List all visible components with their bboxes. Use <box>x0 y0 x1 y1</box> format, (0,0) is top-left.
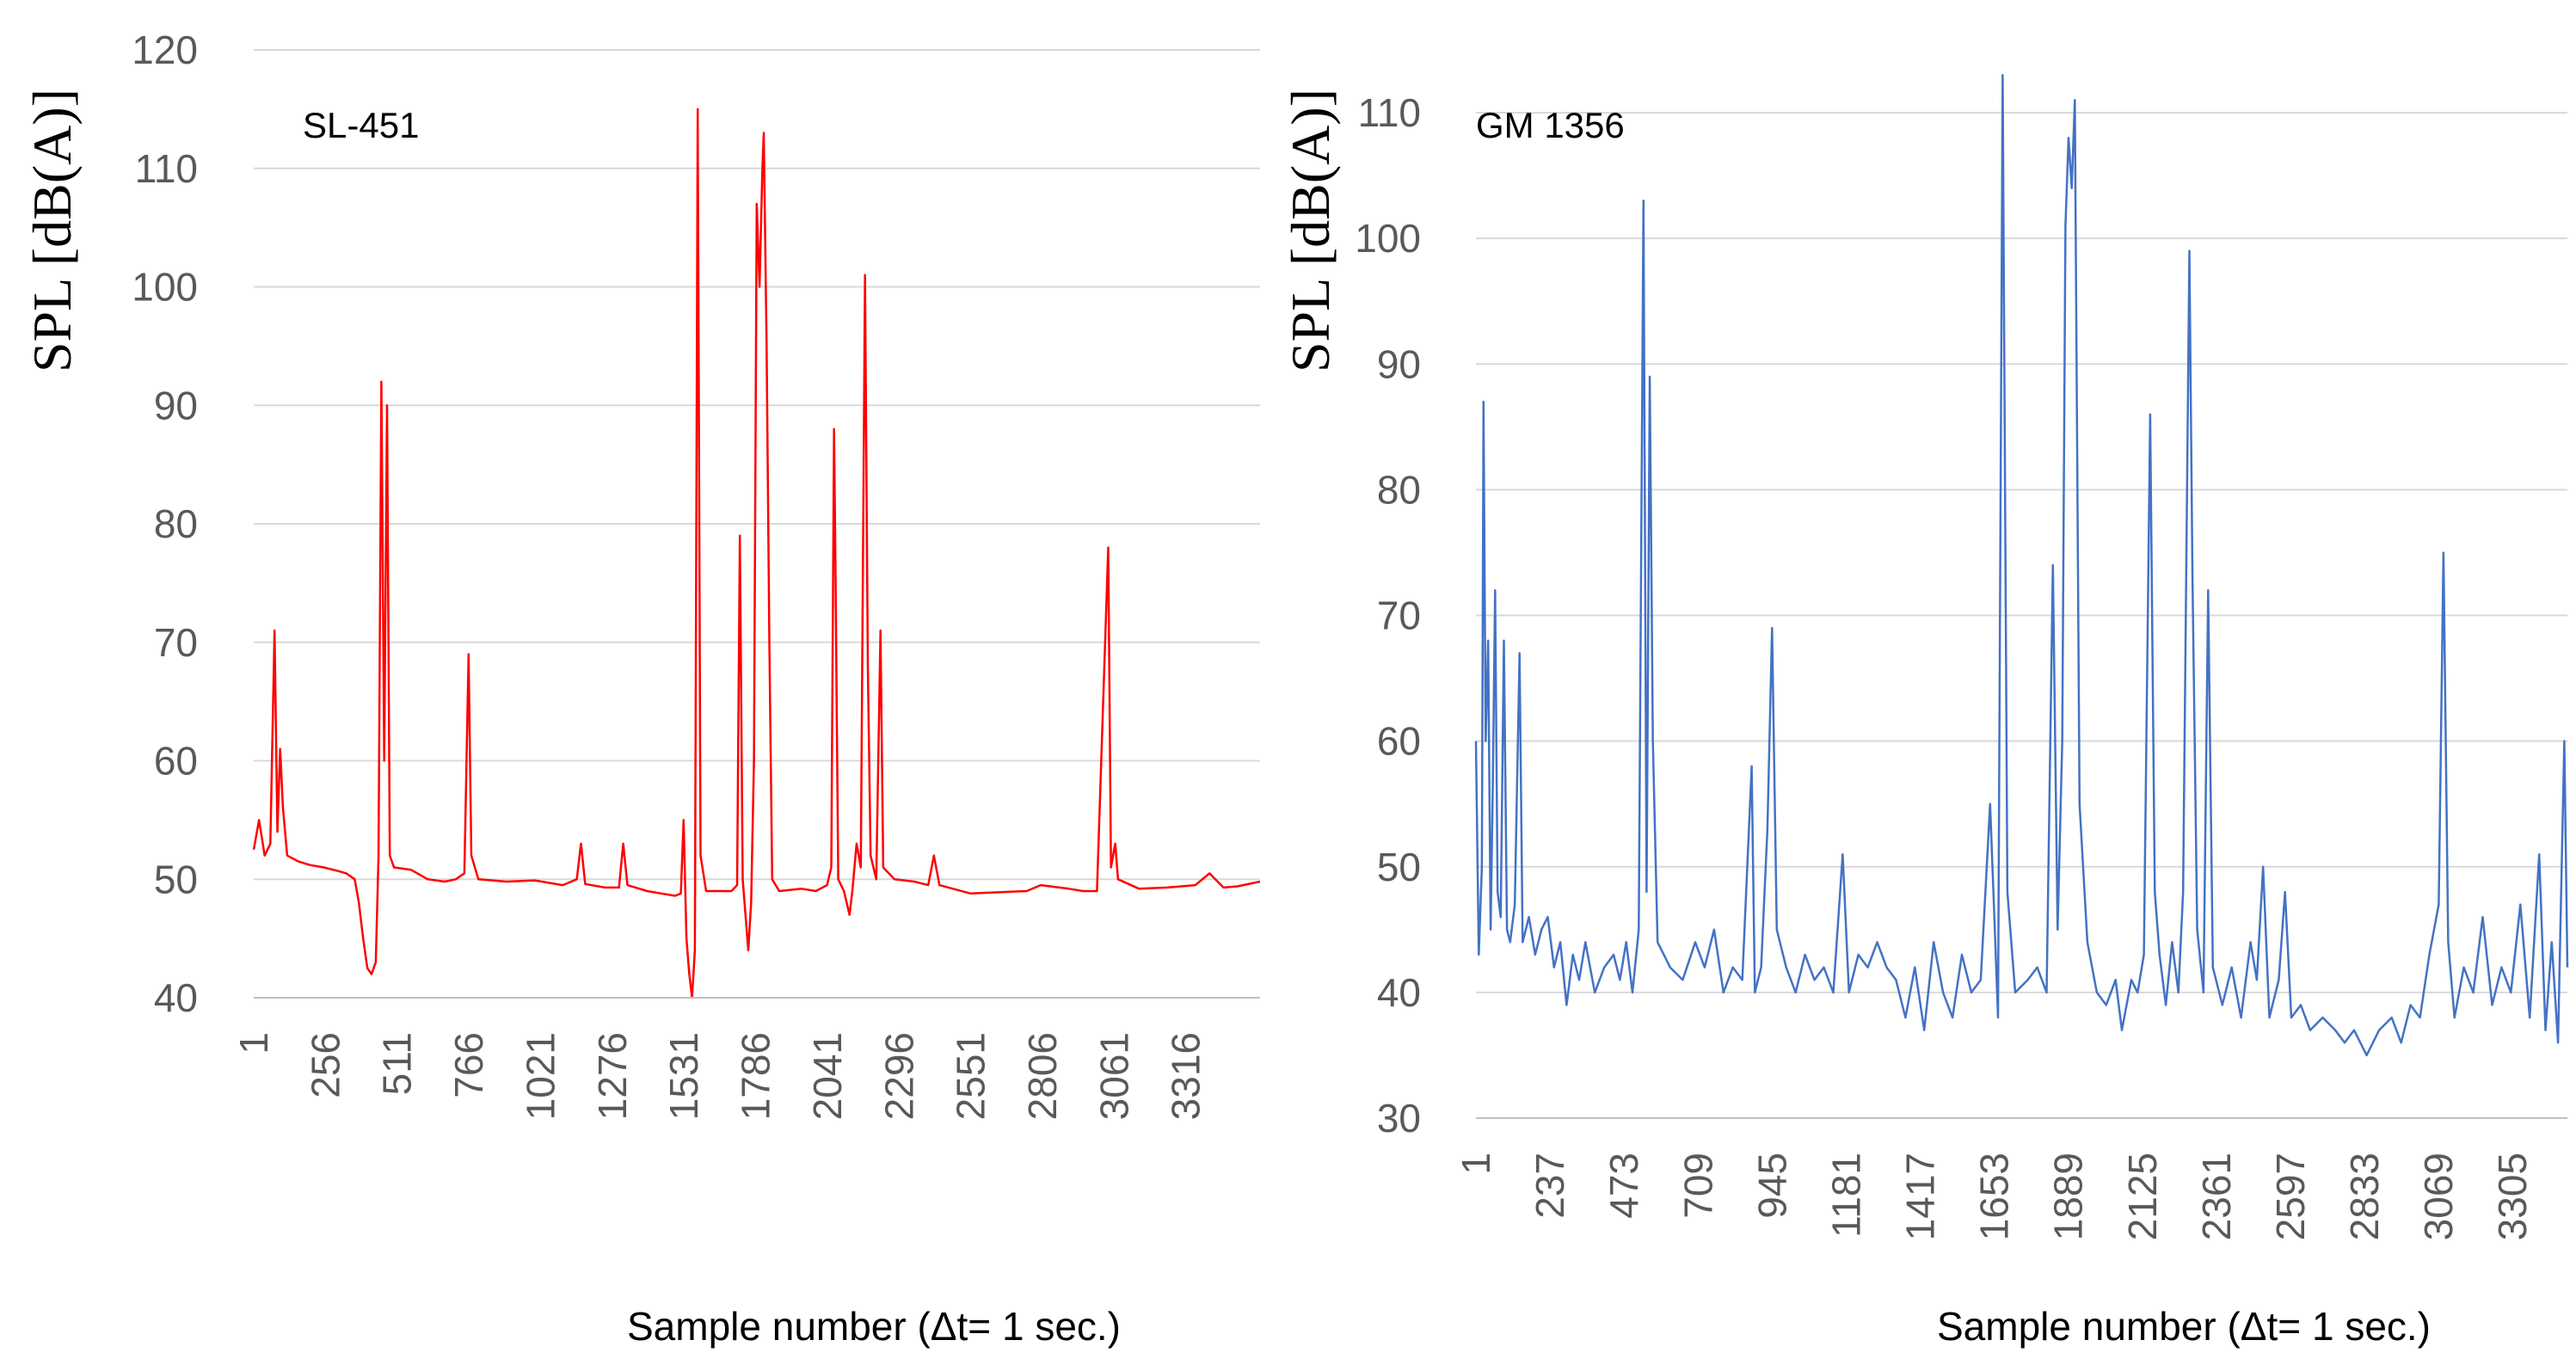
y-tick-label: 80 <box>1377 467 1421 512</box>
gridlines <box>1476 112 2567 993</box>
x-tick-labels: 1 237 473 709 945 1181 1417 1653 1889 2125 2361 259… <box>1454 1153 2535 1240</box>
y-axis-label: SPL [dB(A)] <box>1280 89 1341 372</box>
y-tick-labels: 40 50 60 70 80 90 100 110 120 <box>132 28 198 1020</box>
y-tick-label: 110 <box>135 146 198 191</box>
y-tick-label: 50 <box>154 857 198 901</box>
y-tick-label: 100 <box>132 265 198 310</box>
x-tick-label: 1653 <box>1972 1153 2017 1240</box>
y-tick-label: 80 <box>154 501 198 546</box>
y-tick-label: 50 <box>1377 845 1421 889</box>
x-tick-label: 1276 <box>590 1032 635 1120</box>
series-line-gm1356 <box>1474 73 2569 1057</box>
y-tick-label: 30 <box>1377 1096 1421 1140</box>
y-tick-label: 40 <box>1377 970 1421 1015</box>
x-tick-label: 2597 <box>2268 1153 2313 1240</box>
series-line-sl451 <box>252 108 1261 999</box>
x-tick-label: 2551 <box>949 1032 993 1120</box>
x-tick-label: 2041 <box>805 1032 850 1120</box>
y-tick-label: 40 <box>154 975 198 1020</box>
x-tick-label: 709 <box>1675 1153 1720 1219</box>
x-tick-label: 766 <box>446 1032 491 1098</box>
x-tick-label: 3061 <box>1091 1032 1136 1120</box>
x-tick-label: 2361 <box>2194 1153 2239 1240</box>
x-tick-label: 2806 <box>1020 1032 1065 1120</box>
x-tick-label: 1 <box>1454 1153 1498 1175</box>
x-tick-label: 256 <box>303 1032 347 1098</box>
y-tick-label: 70 <box>1377 593 1421 638</box>
x-tick-label: 237 <box>1528 1153 1572 1219</box>
x-tick-label: 1889 <box>2046 1153 2091 1240</box>
y-tick-label: 110 <box>1358 90 1421 135</box>
x-tick-label: 1021 <box>518 1032 563 1120</box>
x-tick-label: 2125 <box>2120 1153 2165 1240</box>
x-tick-labels: 1 256 511 766 1021 1276 1531 1786 2041 2296 2551 28… <box>231 1032 1208 1120</box>
y-tick-label: 60 <box>154 739 198 784</box>
y-tick-label: 90 <box>154 383 198 427</box>
y-tick-label: 120 <box>132 28 198 72</box>
panel-title-gm1356: GM 1356 <box>1476 105 1625 145</box>
x-tick-label: 1 <box>231 1032 276 1054</box>
x-tick-label: 2833 <box>2342 1153 2387 1240</box>
y-tick-label: 90 <box>1377 341 1421 386</box>
x-tick-label: 511 <box>375 1032 420 1095</box>
x-tick-label: 1181 <box>1823 1153 1868 1238</box>
x-tick-label: 1531 <box>661 1032 706 1120</box>
chart-panel-gm1356: 30 40 50 60 70 80 90 100 110 1 237 473 709 945 1181 14… <box>1280 73 2569 1349</box>
x-tick-label: 1786 <box>734 1032 778 1120</box>
x-tick-label: 3305 <box>2490 1153 2535 1240</box>
panel-title-sl451: SL-451 <box>303 105 419 145</box>
x-tick-label: 473 <box>1602 1153 1646 1219</box>
x-tick-label: 945 <box>1749 1153 1794 1219</box>
chart-panel-sl451: 40 50 60 70 80 90 100 110 120 1 256 511 766 1021 1276… <box>22 28 1261 1349</box>
y-tick-label: 70 <box>154 620 198 665</box>
y-axis-label: SPL [dB(A)] <box>22 89 83 372</box>
x-tick-label: 3316 <box>1164 1032 1208 1120</box>
x-tick-label: 1417 <box>1898 1153 1943 1240</box>
x-axis-label: Sample number (Δt= 1 sec.) <box>627 1304 1121 1349</box>
y-tick-labels: 30 40 50 60 70 80 90 100 110 <box>1355 90 1421 1140</box>
x-axis-label: Sample number (Δt= 1 sec.) <box>1937 1304 2431 1349</box>
y-tick-label: 60 <box>1377 719 1421 764</box>
x-tick-label: 2296 <box>876 1032 921 1120</box>
y-tick-label: 100 <box>1355 216 1421 261</box>
x-tick-label: 3069 <box>2416 1153 2461 1240</box>
